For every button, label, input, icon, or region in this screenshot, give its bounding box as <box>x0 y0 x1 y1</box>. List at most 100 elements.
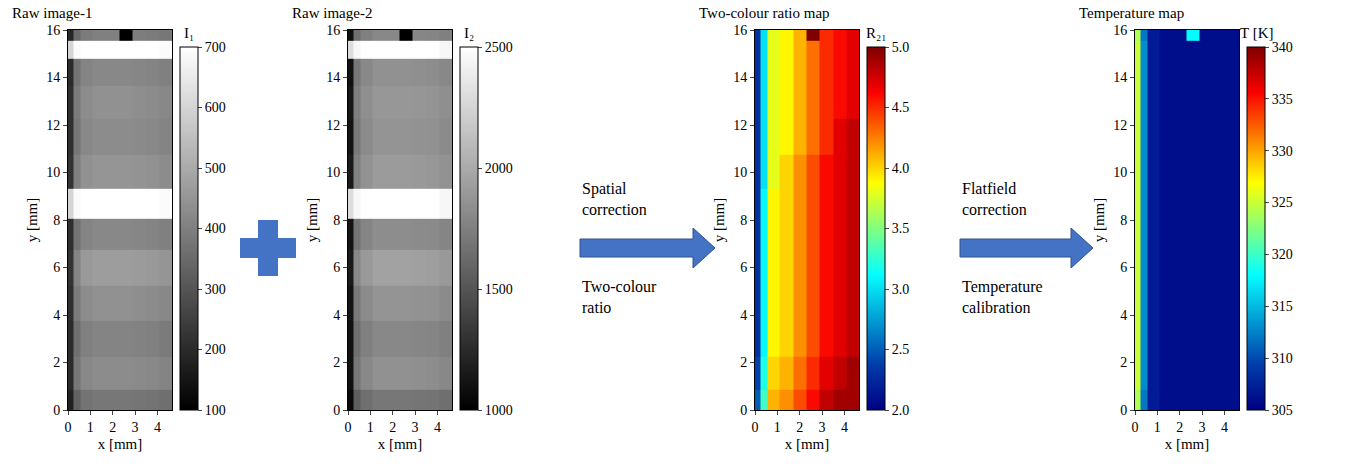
svg-text:2: 2 <box>53 355 60 370</box>
svg-text:0: 0 <box>333 403 340 418</box>
svg-text:y [mm]: y [mm] <box>304 198 320 243</box>
svg-text:305: 305 <box>1272 403 1293 418</box>
svg-text:x [mm]: x [mm] <box>785 436 830 452</box>
svg-text:Temperature map: Temperature map <box>1079 5 1184 21</box>
svg-text:2.0: 2.0 <box>892 403 910 418</box>
svg-text:Raw image-2: Raw image-2 <box>292 5 372 21</box>
svg-text:8: 8 <box>333 213 340 228</box>
svg-text:6: 6 <box>333 260 340 275</box>
svg-text:T [K]: T [K] <box>1240 25 1273 41</box>
svg-text:8: 8 <box>740 213 747 228</box>
svg-text:12: 12 <box>733 118 747 133</box>
svg-text:330: 330 <box>1272 144 1293 159</box>
svg-text:310: 310 <box>1272 351 1293 366</box>
svg-text:y [mm]: y [mm] <box>711 198 727 243</box>
svg-text:x [mm]: x [mm] <box>1165 436 1210 452</box>
svg-text:0: 0 <box>1120 403 1127 418</box>
svg-text:2: 2 <box>796 420 803 435</box>
svg-text:2: 2 <box>1176 420 1183 435</box>
svg-text:12: 12 <box>1113 118 1127 133</box>
svg-text:600: 600 <box>205 100 226 115</box>
svg-text:Spatialcorrection: Spatialcorrection <box>582 180 647 218</box>
svg-text:Raw image-1: Raw image-1 <box>12 5 92 21</box>
svg-text:2000: 2000 <box>485 161 513 176</box>
svg-text:2500: 2500 <box>485 40 513 55</box>
svg-text:8: 8 <box>53 213 60 228</box>
svg-text:I₁: I₁ <box>184 25 194 41</box>
svg-text:2: 2 <box>1120 355 1127 370</box>
svg-text:6: 6 <box>53 260 60 275</box>
svg-text:340: 340 <box>1272 40 1293 55</box>
svg-text:4: 4 <box>434 420 441 435</box>
svg-text:700: 700 <box>205 40 226 55</box>
svg-text:0: 0 <box>53 403 60 418</box>
svg-text:10: 10 <box>733 165 747 180</box>
svg-text:R₂₁: R₂₁ <box>866 25 886 41</box>
svg-text:2: 2 <box>109 420 116 435</box>
svg-text:3.5: 3.5 <box>892 221 910 236</box>
svg-text:4: 4 <box>1120 308 1127 323</box>
svg-text:Flatfieldcorrection: Flatfieldcorrection <box>962 180 1027 218</box>
svg-text:2: 2 <box>389 420 396 435</box>
svg-text:500: 500 <box>205 161 226 176</box>
svg-text:4: 4 <box>841 420 848 435</box>
svg-text:4: 4 <box>333 308 340 323</box>
svg-text:4: 4 <box>53 308 60 323</box>
svg-text:14: 14 <box>1113 70 1127 85</box>
svg-text:10: 10 <box>1113 165 1127 180</box>
svg-text:8: 8 <box>1120 213 1127 228</box>
svg-text:16: 16 <box>326 23 340 38</box>
svg-text:320: 320 <box>1272 247 1293 262</box>
svg-text:1500: 1500 <box>485 282 513 297</box>
svg-text:400: 400 <box>205 221 226 236</box>
svg-text:4: 4 <box>1221 420 1228 435</box>
svg-text:4: 4 <box>740 308 747 323</box>
svg-text:335: 335 <box>1272 92 1293 107</box>
svg-text:315: 315 <box>1272 299 1293 314</box>
svg-text:x [mm]: x [mm] <box>378 436 423 452</box>
svg-text:1: 1 <box>774 420 781 435</box>
svg-text:3.0: 3.0 <box>892 282 910 297</box>
svg-text:0: 0 <box>345 420 352 435</box>
svg-text:2.5: 2.5 <box>892 342 910 357</box>
svg-text:10: 10 <box>326 165 340 180</box>
svg-text:Two-colour ratio map: Two-colour ratio map <box>699 5 830 21</box>
svg-text:4.0: 4.0 <box>892 161 910 176</box>
svg-text:1: 1 <box>87 420 94 435</box>
svg-text:0: 0 <box>65 420 72 435</box>
svg-text:14: 14 <box>733 70 747 85</box>
svg-text:y [mm]: y [mm] <box>24 198 40 243</box>
svg-text:12: 12 <box>326 118 340 133</box>
svg-text:16: 16 <box>46 23 60 38</box>
svg-text:6: 6 <box>740 260 747 275</box>
svg-text:10: 10 <box>46 165 60 180</box>
svg-text:2: 2 <box>740 355 747 370</box>
svg-text:0: 0 <box>752 420 759 435</box>
svg-text:5.0: 5.0 <box>892 40 910 55</box>
svg-text:4.5: 4.5 <box>892 100 910 115</box>
svg-text:100: 100 <box>205 403 226 418</box>
svg-text:x [mm]: x [mm] <box>98 436 143 452</box>
svg-text:I₂: I₂ <box>464 25 474 41</box>
svg-text:3: 3 <box>819 420 826 435</box>
svg-text:4: 4 <box>154 420 161 435</box>
svg-text:Two-colourratio: Two-colourratio <box>582 278 657 316</box>
svg-text:1: 1 <box>1154 420 1161 435</box>
svg-text:1: 1 <box>367 420 374 435</box>
svg-text:1000: 1000 <box>485 403 513 418</box>
svg-text:0: 0 <box>1132 420 1139 435</box>
svg-text:16: 16 <box>1113 23 1127 38</box>
svg-text:y [mm]: y [mm] <box>1091 198 1107 243</box>
svg-text:200: 200 <box>205 342 226 357</box>
svg-text:14: 14 <box>46 70 60 85</box>
svg-text:16: 16 <box>733 23 747 38</box>
svg-text:Temperaturecalibration: Temperaturecalibration <box>962 278 1043 316</box>
svg-text:2: 2 <box>333 355 340 370</box>
svg-text:6: 6 <box>1120 260 1127 275</box>
svg-text:14: 14 <box>326 70 340 85</box>
svg-text:3: 3 <box>1199 420 1206 435</box>
svg-text:12: 12 <box>46 118 60 133</box>
svg-text:3: 3 <box>412 420 419 435</box>
svg-text:300: 300 <box>205 282 226 297</box>
svg-text:325: 325 <box>1272 195 1293 210</box>
